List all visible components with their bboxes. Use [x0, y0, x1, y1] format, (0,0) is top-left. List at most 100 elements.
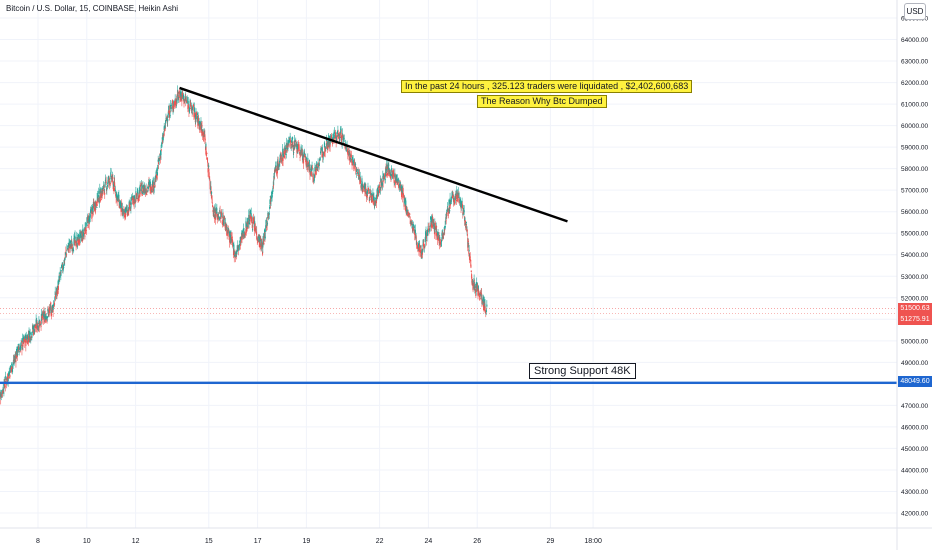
candle-body — [227, 230, 229, 232]
candle-body — [428, 230, 430, 233]
candle-body — [429, 224, 431, 227]
candle-body — [461, 202, 463, 204]
candle-body — [84, 233, 86, 235]
candle-body — [212, 213, 214, 216]
candle-body — [264, 229, 266, 232]
candle-body — [211, 195, 213, 200]
candle-body — [300, 150, 303, 153]
candle-body — [225, 226, 227, 227]
candle-body — [91, 215, 93, 219]
candle-body — [207, 168, 209, 173]
candle-body — [322, 152, 324, 156]
candle-body — [228, 228, 230, 231]
candle-body — [407, 213, 409, 215]
candle-body — [184, 97, 186, 100]
candle-body — [411, 220, 413, 222]
candle-body — [27, 335, 29, 341]
candle-body — [49, 304, 51, 310]
candle-body — [235, 253, 237, 256]
candle-body — [51, 305, 53, 309]
candle-body — [203, 130, 206, 134]
candle-body — [5, 379, 7, 381]
candle-body — [347, 156, 349, 157]
candle-body — [23, 338, 25, 342]
candle-body — [290, 146, 292, 148]
candle-body — [423, 247, 425, 249]
candle-body — [230, 235, 232, 240]
candle-body — [174, 104, 176, 105]
candle-body — [460, 202, 462, 207]
candle-body — [138, 196, 140, 198]
candle-body — [418, 243, 420, 246]
candle-body — [117, 198, 120, 202]
candle-body — [336, 135, 338, 138]
candle-body — [339, 138, 341, 140]
candle-body — [485, 310, 488, 312]
candle-body — [125, 207, 127, 212]
candle-body — [253, 221, 255, 223]
candle-body — [22, 336, 24, 342]
candle-body — [448, 199, 450, 206]
candle-body — [156, 174, 158, 180]
candle-body — [277, 165, 280, 170]
candle-body — [414, 229, 416, 234]
candle-body — [178, 92, 180, 94]
candle-body — [136, 195, 138, 197]
candle-body — [111, 180, 113, 183]
candle-body — [34, 324, 36, 328]
candle-body — [288, 138, 290, 143]
candle-body — [161, 142, 163, 147]
candle-body — [289, 135, 291, 139]
candle-body — [69, 240, 71, 244]
candle-body — [297, 149, 299, 154]
candle-body — [60, 269, 62, 272]
symbol-title[interactable]: Bitcoin / U.S. Dollar, 15, COINBASE, Hei… — [6, 4, 179, 13]
candle-body — [369, 199, 371, 201]
candle-body — [418, 240, 420, 248]
candle-body — [427, 226, 429, 228]
candle-body — [402, 190, 404, 194]
candle-body — [352, 161, 355, 163]
support-price-tag: 48049.60 — [898, 376, 932, 387]
candle-body — [155, 174, 157, 178]
candle-body — [273, 177, 275, 180]
candle-body — [92, 206, 94, 208]
candle-body — [120, 201, 122, 204]
candle-body — [472, 288, 474, 291]
candle-body — [317, 167, 319, 169]
candle-body — [153, 186, 155, 188]
candle-body — [274, 169, 276, 172]
candle-body — [383, 176, 385, 178]
candle-body — [172, 105, 174, 110]
support-annotation[interactable]: Strong Support 48K — [529, 363, 636, 379]
candle-body — [457, 192, 460, 197]
currency-badge[interactable]: USD — [904, 3, 926, 20]
candle-body — [477, 286, 479, 291]
candle-body — [81, 233, 83, 236]
candle-body — [173, 101, 175, 104]
liquidation-annotation[interactable]: In the past 24 hours , 325.123 traders w… — [401, 80, 693, 93]
candle-body — [477, 293, 479, 295]
candle-body — [79, 241, 81, 243]
candle-body — [453, 198, 455, 200]
candle-body — [193, 112, 195, 117]
candle-body — [2, 386, 4, 390]
candle-body — [328, 135, 330, 139]
candle-body — [449, 198, 451, 204]
candle-body — [110, 175, 113, 180]
candle-body — [372, 198, 374, 205]
reason-annotation[interactable]: The Reason Why Btc Dumped — [477, 95, 607, 108]
candle-body — [424, 246, 426, 248]
candle-body — [409, 217, 411, 219]
candle-body — [349, 156, 351, 161]
candle-body — [104, 182, 106, 188]
candle-body — [265, 226, 267, 228]
candle-body — [32, 328, 34, 330]
candle-body — [466, 230, 468, 232]
candle-body — [0, 397, 2, 399]
candle-body — [183, 102, 185, 104]
candle-body — [66, 249, 68, 251]
candle-body — [364, 183, 366, 185]
